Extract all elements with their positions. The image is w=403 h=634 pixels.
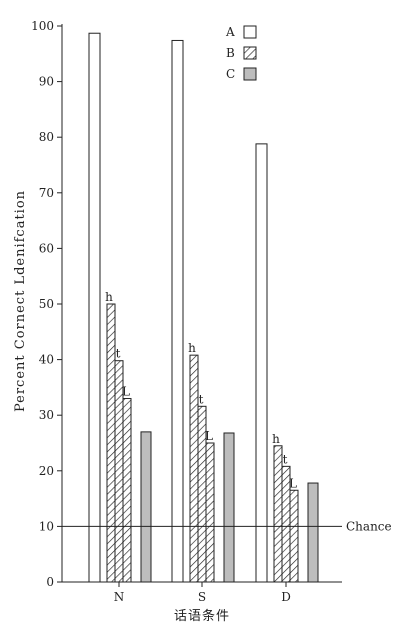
y-tick-label: 50 [39,297,54,311]
legend-label-b: B [226,46,235,60]
y-tick-label: 40 [39,353,54,367]
y-tick-label: 90 [39,75,54,89]
y-tick-label: 0 [46,575,54,589]
bar-b-d-l [289,489,299,583]
y-tick-label: 60 [39,241,54,255]
chance-reference: Chance [62,519,392,533]
bar-b-label: h [272,432,280,446]
bar-b-label: h [188,341,196,355]
x-tick-label: N [114,590,125,604]
bar-a-d [255,143,268,583]
bar-b-d-h [273,445,283,583]
bar-b-label: t [199,392,204,406]
chance-label: Chance [346,519,392,533]
y-tick-label: 30 [39,408,54,422]
bar-b-label: L [122,385,130,399]
legend-swatch-a [243,25,257,39]
bar-b-label: h [105,290,113,304]
y-tick-label: 100 [31,19,54,33]
legend-swatch-b [243,46,257,60]
legend: ABC [225,25,257,81]
bar-b-s-l [205,442,215,583]
y-axis-title: Percent Cornect Ldenifcation [13,190,28,412]
bar-b-label: L [205,429,213,443]
bar-c-s [223,432,235,583]
bar-c-d [307,482,319,583]
bar-a-s [171,39,184,583]
legend-swatch-c [243,67,257,81]
bar-b-s-h [189,354,199,583]
bar-a-n [88,32,101,583]
y-tick-label: 70 [39,186,54,200]
legend-label-a: A [225,25,235,39]
y-tick-label: 20 [39,464,54,478]
bar-b-label: L [289,476,297,490]
bar-b-n-l [122,398,132,583]
y-tick-label: 10 [39,519,54,533]
bar-b-label: t [283,452,288,466]
bar-c-n [140,431,152,583]
x-axis-title: 话语条件 [174,608,230,624]
bar-b-n-h [106,303,116,583]
x-tick-label: S [198,590,206,604]
bar-b-label: t [116,347,121,361]
y-axis: 0 10 20 30 40 50 60 70 80 90 100 [31,19,63,589]
legend-label-c: C [226,67,235,81]
y-tick-label: 80 [39,130,54,144]
x-tick-label: D [281,590,291,604]
